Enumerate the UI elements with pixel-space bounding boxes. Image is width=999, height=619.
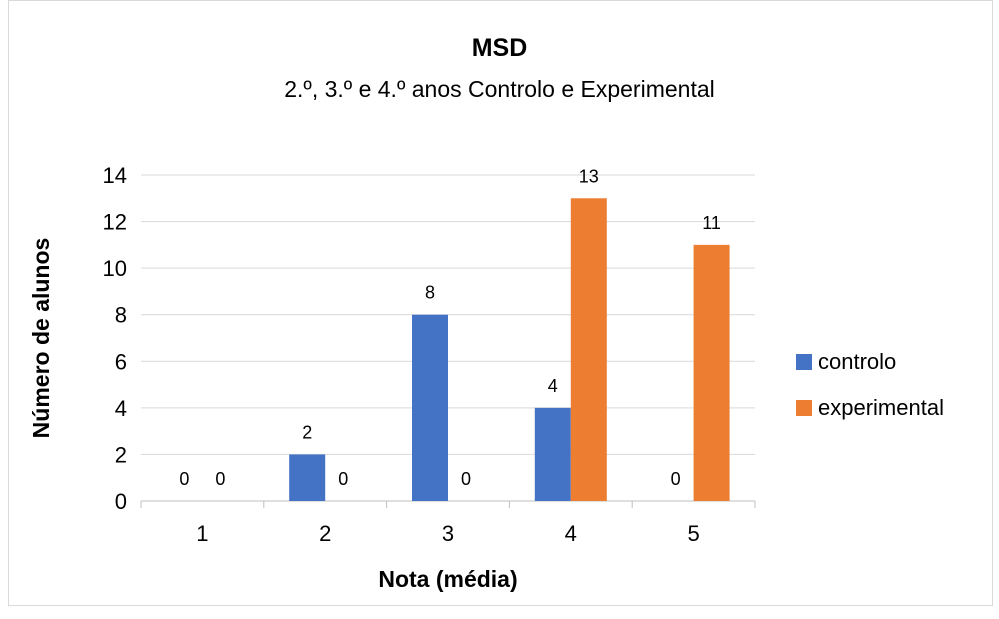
legend-label: experimental (818, 395, 944, 420)
bar-controlo (534, 407, 571, 501)
data-label: 4 (548, 376, 558, 396)
x-axis-title: Nota (média) (378, 566, 517, 592)
data-label: 11 (702, 213, 721, 233)
legend-swatch (796, 354, 812, 370)
x-tick-label: 4 (565, 521, 577, 546)
y-tick-label: 4 (115, 396, 127, 421)
chart-frame (8, 0, 993, 606)
x-tick-label: 5 (687, 521, 699, 546)
bar-experimental (693, 244, 730, 501)
y-tick-label: 12 (103, 210, 127, 235)
chart-subtitle: 2.º, 3.º e 4.º anos Controlo e Experimen… (284, 76, 715, 102)
y-tick-label: 0 (115, 489, 127, 514)
data-label: 2 (302, 422, 312, 442)
bar-controlo (412, 314, 448, 501)
legend-item-experimental: experimental (796, 391, 944, 425)
data-label: 13 (579, 166, 599, 186)
data-label: 0 (671, 469, 681, 489)
legend: controlo experimental (796, 345, 944, 437)
data-label: 0 (215, 469, 225, 489)
y-axis-title: Número de alunos (28, 238, 54, 439)
bar-controlo (289, 454, 326, 501)
data-label: 8 (425, 283, 435, 303)
legend-item-controlo: controlo (796, 345, 944, 379)
x-tick-label: 1 (196, 521, 208, 546)
x-tick-label: 3 (442, 521, 454, 546)
legend-label: controlo (818, 349, 897, 374)
data-label: 0 (461, 469, 471, 489)
chart-title: MSD (471, 34, 528, 62)
legend-swatch (796, 400, 812, 416)
y-tick-label: 8 (115, 303, 127, 328)
y-tick-label: 6 (115, 349, 127, 374)
data-label: 0 (338, 469, 348, 489)
bar-experimental (570, 198, 607, 502)
x-tick-label: 2 (319, 521, 331, 546)
y-tick-label: 10 (103, 256, 127, 281)
data-label: 0 (179, 469, 189, 489)
y-tick-label: 14 (103, 163, 127, 188)
y-tick-label: 2 (115, 442, 127, 467)
